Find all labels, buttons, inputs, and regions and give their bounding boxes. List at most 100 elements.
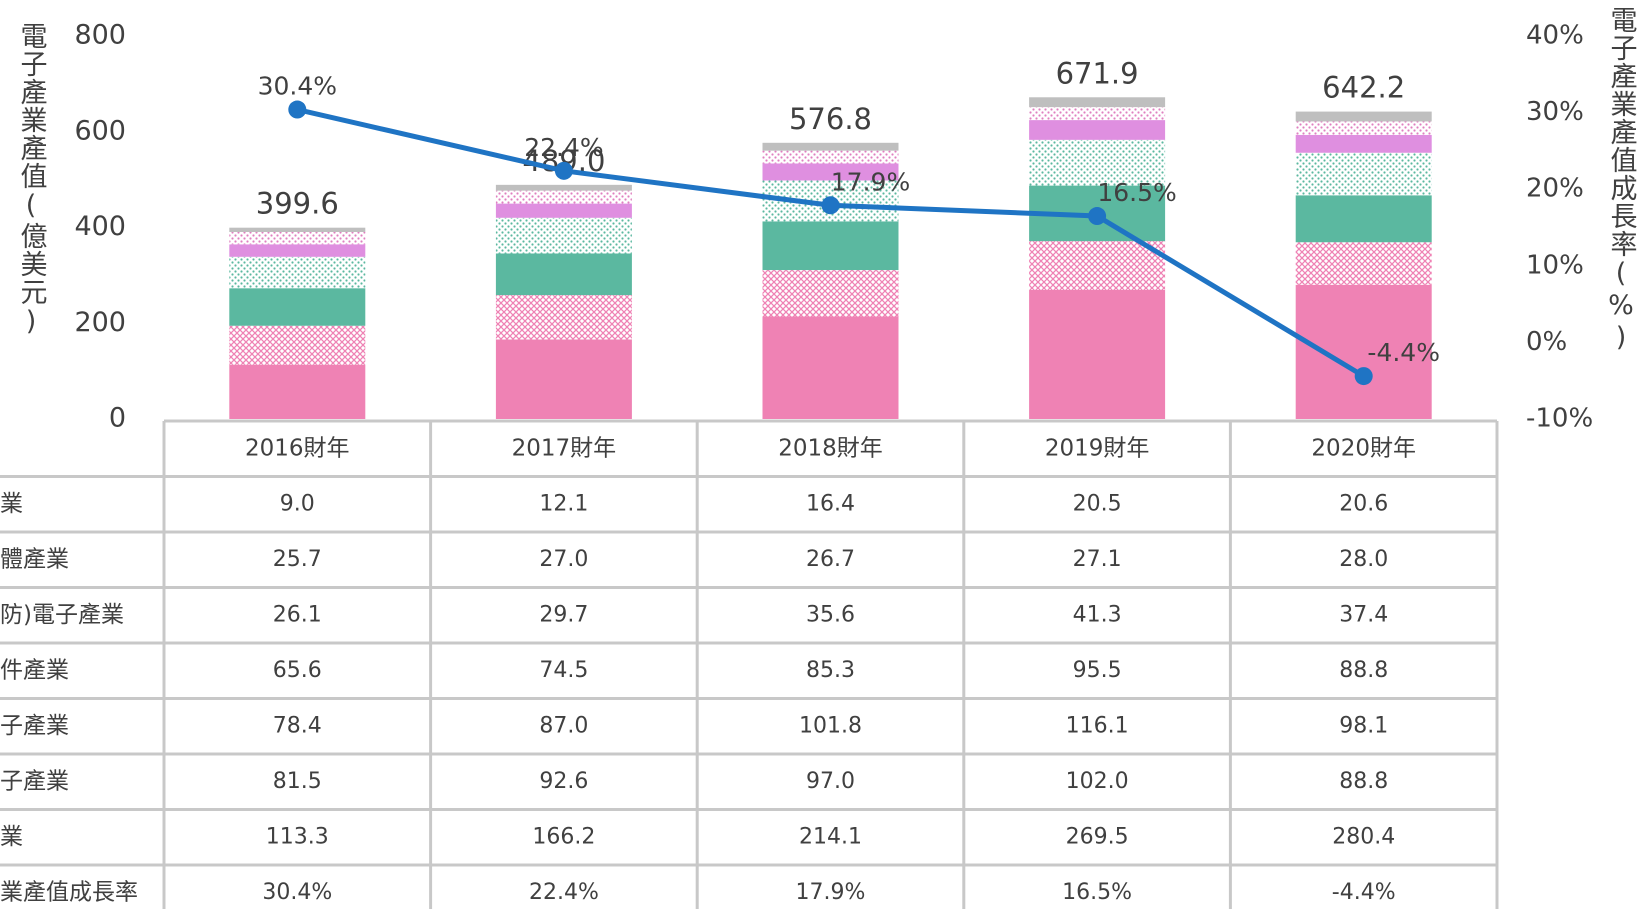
table-cell: 87.0 xyxy=(539,713,588,738)
table-cell: 29.7 xyxy=(539,602,588,627)
table-cell: 12.1 xyxy=(539,491,588,516)
bar-segment xyxy=(229,325,366,365)
table-cell: 17.9% xyxy=(796,880,866,905)
bar-segment xyxy=(1029,120,1166,140)
y2-tick-label: 20% xyxy=(1526,174,1584,204)
table-header: 2018財年 xyxy=(778,435,883,461)
y-tick-label: 400 xyxy=(74,211,126,242)
table-cell: 214.1 xyxy=(799,824,862,849)
table-cell: 30.4% xyxy=(262,880,332,905)
bar-segment xyxy=(229,244,366,257)
table-row-label: 業 xyxy=(0,824,23,850)
table-cell: 116.1 xyxy=(1066,713,1129,738)
bar-segment xyxy=(1295,242,1432,285)
table-cell: 101.8 xyxy=(799,713,862,738)
bar-segment xyxy=(1029,97,1166,108)
table-cell: 22.4% xyxy=(529,880,599,905)
table-cell: 28.0 xyxy=(1339,547,1388,572)
total-label: 671.9 xyxy=(1056,56,1139,90)
table-cell: 95.5 xyxy=(1073,658,1122,683)
bar-segment xyxy=(1295,111,1432,122)
growth-label: -4.4% xyxy=(1367,338,1440,367)
table-cell: 88.8 xyxy=(1339,658,1388,683)
total-label: 576.8 xyxy=(789,102,872,136)
table-cell: 27.0 xyxy=(539,547,588,572)
table-cell: 20.6 xyxy=(1339,491,1388,516)
bar-segment xyxy=(229,256,366,289)
growth-point xyxy=(821,196,840,215)
table-cell: 81.5 xyxy=(273,769,322,794)
table-cell: 26.1 xyxy=(273,602,322,627)
table-row-label: 體產業 xyxy=(0,546,69,572)
table-row-label: 件產業 xyxy=(0,657,69,683)
y-tick-label: 800 xyxy=(74,20,126,51)
bar-segment xyxy=(229,227,366,233)
table-cell: 16.4 xyxy=(806,491,855,516)
table-cell: 26.7 xyxy=(806,547,855,572)
table-cell: 35.6 xyxy=(806,602,855,627)
bar-segment xyxy=(495,217,632,254)
table-header: 2016財年 xyxy=(245,435,350,461)
bar-segment xyxy=(762,270,899,317)
y-tick-label: 0 xyxy=(109,403,126,434)
table-cell: 16.5% xyxy=(1062,880,1132,905)
bar-segment xyxy=(495,184,632,191)
table-cell: 85.3 xyxy=(806,658,855,683)
table-row-label: 子產業 xyxy=(0,713,69,739)
bar-segment xyxy=(762,142,899,151)
table-cell: 74.5 xyxy=(539,658,588,683)
table-cell: 88.8 xyxy=(1339,769,1388,794)
growth-label: 30.4% xyxy=(258,72,337,101)
bar-segment xyxy=(1029,289,1166,419)
table-header: 2019財年 xyxy=(1045,435,1150,461)
table-cell: 27.1 xyxy=(1073,547,1122,572)
table-cell: 97.0 xyxy=(806,769,855,794)
table-row-label: 子產業 xyxy=(0,768,69,794)
bar-segment xyxy=(762,150,899,164)
table-row-label: 業產值成長率 xyxy=(0,879,138,905)
table-header: 2017財年 xyxy=(512,435,617,461)
bar-segment xyxy=(495,339,632,419)
bar-segment xyxy=(495,190,632,204)
total-label: 642.2 xyxy=(1322,71,1405,105)
table-cell: -4.4% xyxy=(1332,880,1396,905)
growth-label: 16.5% xyxy=(1097,178,1176,207)
bar-segment xyxy=(762,221,899,271)
table-cell: 92.6 xyxy=(539,769,588,794)
table-cell: 269.5 xyxy=(1066,824,1129,849)
y2-tick-label: 30% xyxy=(1526,97,1584,127)
y-tick-label: 200 xyxy=(74,307,126,338)
bar-segment xyxy=(495,253,632,296)
table-cell: 166.2 xyxy=(532,824,595,849)
table-cell: 37.4 xyxy=(1339,602,1388,627)
bar-segment xyxy=(1295,152,1432,196)
bar-segment xyxy=(1295,284,1432,419)
growth-point xyxy=(554,161,573,180)
table-cell: 78.4 xyxy=(273,713,322,738)
table-cell: 25.7 xyxy=(273,547,322,572)
table-cell: 113.3 xyxy=(266,824,329,849)
y-tick-label: 600 xyxy=(74,115,126,146)
bar-segment xyxy=(1295,134,1432,153)
bar-segment xyxy=(1029,241,1166,290)
table-cell: 41.3 xyxy=(1073,602,1122,627)
table-cell: 98.1 xyxy=(1339,713,1388,738)
bar-segment xyxy=(1295,121,1432,135)
table-row-label: 防)電子產業 xyxy=(0,602,124,628)
y-axis-title: 電子產業產值(億美元) xyxy=(16,22,48,338)
bar-segment xyxy=(1029,107,1166,121)
bar-segment xyxy=(762,163,899,181)
table-cell: 280.4 xyxy=(1332,824,1395,849)
bar-segment xyxy=(229,232,366,245)
y2-axis-title: 電子產業產值成長率(%) xyxy=(1606,6,1638,354)
growth-point xyxy=(1088,207,1107,226)
table-cell: 9.0 xyxy=(280,491,315,516)
table-header: 2020財年 xyxy=(1311,435,1416,461)
y2-tick-label: 40% xyxy=(1526,21,1584,51)
y2-tick-label: 0% xyxy=(1526,327,1567,357)
table-cell: 65.6 xyxy=(273,658,322,683)
bar-segment xyxy=(229,364,366,419)
growth-label: 17.9% xyxy=(831,167,910,196)
